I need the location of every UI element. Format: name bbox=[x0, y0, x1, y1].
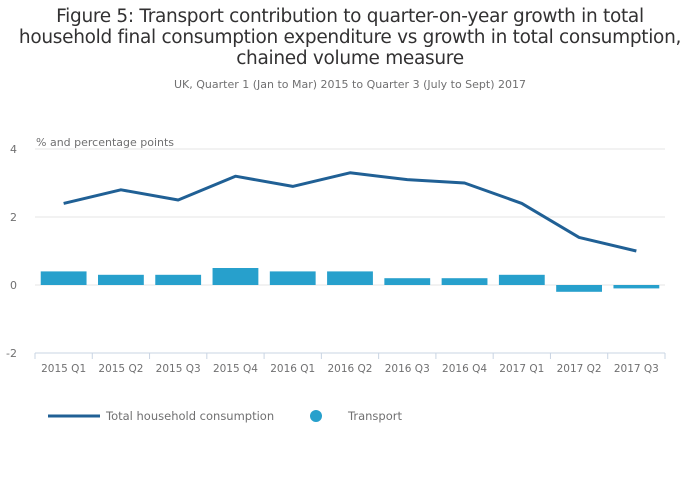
legend[interactable]: Total household consumption Transport bbox=[48, 409, 402, 423]
chart-subtitle: UK, Quarter 1 (Jan to Mar) 2015 to Quart… bbox=[173, 78, 527, 91]
legend-label-transport[interactable]: Transport bbox=[347, 409, 402, 423]
chart-title-line: chained volume measure bbox=[236, 48, 464, 69]
bar-transport[interactable] bbox=[155, 274, 202, 285]
legend-dot-swatch bbox=[310, 410, 322, 422]
x-tick-label: 2015 Q3 bbox=[156, 363, 201, 375]
bar-transport[interactable] bbox=[384, 278, 431, 285]
x-tick-label: 2017 Q1 bbox=[499, 363, 544, 375]
bar-transport[interactable] bbox=[269, 271, 316, 285]
x-tick-label: 2015 Q2 bbox=[98, 363, 143, 375]
y-axis-unit-label: % and percentage points bbox=[36, 136, 174, 149]
bar-transport[interactable] bbox=[40, 271, 87, 285]
gridlines bbox=[35, 148, 665, 286]
bar-transport[interactable] bbox=[613, 285, 660, 289]
bar-transport[interactable] bbox=[327, 271, 373, 285]
line-total-household-consumption[interactable] bbox=[63, 171, 637, 253]
chart-title-line: household final consumption expenditure … bbox=[18, 27, 682, 48]
transport-bars bbox=[40, 268, 660, 292]
y-tick-label: 4 bbox=[10, 143, 17, 156]
legend-label-total[interactable]: Total household consumption bbox=[105, 409, 274, 423]
y-tick-label: -2 bbox=[6, 347, 17, 360]
x-tick-label: 2016 Q1 bbox=[270, 363, 315, 375]
x-tick-label: 2015 Q1 bbox=[41, 363, 86, 375]
x-tick-label: 2017 Q2 bbox=[557, 363, 602, 375]
bar-transport[interactable] bbox=[498, 274, 545, 285]
y-tick-label: 0 bbox=[10, 279, 17, 292]
bar-transport[interactable] bbox=[212, 268, 259, 285]
x-tick-label: 2015 Q4 bbox=[213, 363, 258, 375]
x-tick-label: 2016 Q4 bbox=[442, 363, 487, 375]
y-tick-label: 2 bbox=[10, 211, 17, 224]
chart-title-line: Figure 5: Transport contribution to quar… bbox=[56, 6, 644, 27]
bar-transport[interactable] bbox=[98, 274, 144, 285]
total-consumption-line bbox=[63, 171, 637, 253]
chart-title: Figure 5: Transport contribution to quar… bbox=[0, 6, 700, 69]
x-tick-label: 2017 Q3 bbox=[614, 363, 659, 375]
bar-transport[interactable] bbox=[441, 278, 488, 285]
x-tick-label: 2016 Q2 bbox=[327, 363, 372, 375]
y-axis-ticks: -2 0 2 4 bbox=[6, 143, 17, 360]
x-tick-label: 2016 Q3 bbox=[385, 363, 430, 375]
x-axis: 2015 Q1 2015 Q2 2015 Q3 2015 Q4 2016 Q1 2016 … bbox=[34, 352, 666, 375]
bar-transport[interactable] bbox=[556, 285, 602, 292]
